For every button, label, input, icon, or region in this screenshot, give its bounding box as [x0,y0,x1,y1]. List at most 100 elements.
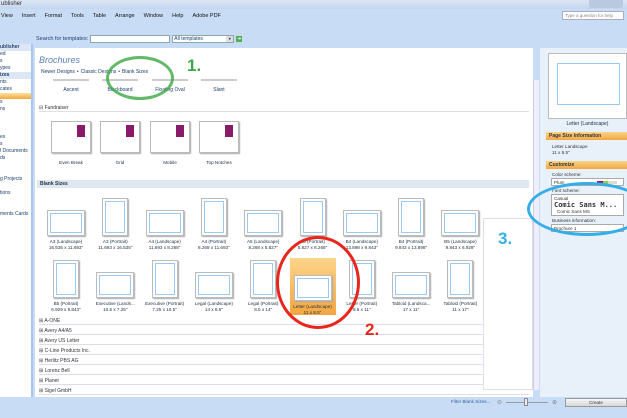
blank-size-tile[interactable]: Executive (Lands... 10.5 x 7.25" [92,258,138,312]
menu-item-insert[interactable]: Insert [21,12,36,19]
menu-item-view[interactable]: View [1,12,13,19]
sidebar-item[interactable]: s [0,99,3,105]
template-thumbnail [199,121,239,153]
crumb-newer[interactable]: Newer Designs [41,69,75,75]
vendor-section[interactable]: ⊞ A-ONE [39,318,529,325]
blank-size-tile[interactable]: Tabloid (Landsca... 17 x 11" [388,258,434,312]
blank-size-tile[interactable]: B5 (Landscape) 9.843 x 6.929" [437,196,483,250]
sidebar-item[interactable]: tions [0,190,11,196]
annotation-1: 1. [187,56,202,75]
blank-size-tile[interactable]: A4 (Landscape) 11.693 x 8.268" [142,196,188,250]
menu-item-adobe-pdf[interactable]: Adobe PDF [192,12,221,19]
crumb-classic[interactable]: Classic Designs [80,69,117,75]
label: Grid [115,160,125,165]
sidebar-item[interactable]: izes [0,72,31,79]
sidebar-item[interactable]: ypes [0,65,11,71]
window-controls[interactable] [589,0,623,8]
sidebar-item[interactable] [0,204,31,211]
zoom-in-icon[interactable]: ⊕ [552,400,558,406]
vendor-section[interactable]: ⊞ Sigel GmbH [39,388,529,395]
blank-size-tile[interactable]: A4 (Portrait) 8.268 x 11.693" [191,196,237,250]
sidebar-item[interactable] [0,162,31,169]
sidebar-item[interactable]: ments Cards [0,211,29,217]
template-tile[interactable]: Even Break [48,121,94,166]
sidebar-item[interactable]: ns [0,106,6,112]
fundraiser-section[interactable]: ⊟ Fundraiser [39,105,529,112]
template-scope-select[interactable]: All templates ▾ [172,35,235,43]
vendor-section[interactable]: ⊞ Avery US Letter [39,338,529,345]
tile-name: Tabloid (Landsca... [391,301,431,306]
template-tile[interactable]: Grid [97,121,143,166]
menu-item-table[interactable]: Table [92,12,107,19]
menu-item-format[interactable]: Format [44,12,63,19]
vendor-section[interactable]: ⊞ C-Line Products Inc. [39,348,529,355]
blank-size-tile[interactable]: A5 (Landscape) 8.268 x 5.827" [240,196,286,250]
vendor-section[interactable]: ⊞ Herlitz PBS AG [39,358,529,365]
sidebar-item[interactable]: ds [0,155,6,161]
tile-size: 14 x 8.5" [204,306,223,312]
search-go-icon[interactable]: ➜ [236,36,243,42]
create-button[interactable]: Create [565,398,627,407]
sidebar-item[interactable]: cates [0,86,12,92]
design-thumbnail[interactable] [53,79,89,81]
blank-size-tile[interactable]: Legal (Landscape) 14 x 8.5" [191,258,237,312]
vendor-section[interactable]: ⊞ Planet [39,378,529,385]
sidebar-item[interactable]: nts [0,79,7,85]
blank-size-tile[interactable]: A3 (Landscape) 16.535 x 11.693" [43,196,89,250]
menu-item-tools[interactable]: Tools [71,12,84,19]
search-input[interactable] [90,35,171,43]
zoom-slider-thumb[interactable] [524,398,528,406]
zoom-out-icon[interactable]: ⊖ [497,400,503,406]
sidebar-item[interactable] [0,183,31,190]
menu-item-window[interactable]: Window [143,12,164,19]
template-tile[interactable]: Top Notches [196,121,242,166]
vendor-section[interactable]: ⊞ Avery A4/A5 [39,328,529,335]
sidebar-item[interactable] [0,127,31,134]
annotation-2: 2. [365,320,380,339]
sidebar-item[interactable]: s [0,58,3,64]
blank-size-tile[interactable]: B4 (Landscape) 13.898 x 9.843" [339,196,385,250]
design-label[interactable]: Slant [213,87,225,93]
blank-size-tile[interactable]: B5 (Portrait) 6.929 x 9.843" [43,258,89,312]
purple-block [225,125,233,137]
template-search: Search for templates: All templates ▾ ➜ [36,34,243,44]
sidebar-item[interactable] [0,169,31,176]
page-thumbnail [145,210,184,236]
sidebar-item[interactable]: g Projects [0,176,23,182]
tile-name: A4 (Portrait) [201,239,227,244]
sidebar-item[interactable]: ublisher [0,44,31,51]
sidebar-item[interactable] [0,113,31,120]
sidebar-item[interactable]: s [0,141,3,147]
help-search-input[interactable]: Type a question for help [562,11,624,20]
menu-item-arrange[interactable]: Arrange [115,12,135,19]
design-thumbnail[interactable] [201,79,237,81]
tile-name: Executive (Portrait) [145,301,185,306]
page-title: Brochures [39,55,81,65]
blank-size-tile[interactable]: Tabloid (Portrait) 11 x 17" [437,258,483,312]
design-label[interactable]: Ascent [63,87,79,93]
blank-size-tile[interactable]: Executive (Portrait) 7.25 x 10.5" [142,258,188,312]
page-thumbnail [342,210,381,236]
scrollbar[interactable] [533,80,539,390]
sidebar-item[interactable]: es [0,134,6,140]
blank-size-tile[interactable]: B4 (Portrait) 9.843 x 13.898" [388,196,434,250]
filter-link[interactable]: Filter Blank Sizes... [451,399,491,404]
blank-size-tile[interactable]: Legal (Portrait) 8.5 x 14" [240,258,286,312]
tile-size: 16.535 x 11.693" [48,244,84,250]
customize-header: Customize [546,161,627,169]
sidebar-item[interactable]: l Documents [0,148,28,154]
sidebar-item[interactable] [0,120,31,127]
chevron-down-icon: ▾ [226,36,234,42]
preview-label: Letter (Landscape) [566,121,609,127]
page-thumbnail [151,260,178,298]
annotation-ellipse-blue [527,182,627,236]
design-label[interactable]: Floating Oval [155,87,185,93]
sidebar-item[interactable] [0,93,31,99]
menu-item-help[interactable]: Help [172,12,184,19]
template-tile[interactable]: Mobile [147,121,193,166]
blank-size-tile[interactable]: A3 (Portrait) 11.693 x 16.535" [92,196,138,250]
vendor-section[interactable]: ⊞ Lorenz Bell [39,368,529,375]
label: Top Notches [206,160,232,165]
sidebar-item[interactable]: ed [0,51,6,57]
sidebar-item[interactable] [0,197,31,204]
